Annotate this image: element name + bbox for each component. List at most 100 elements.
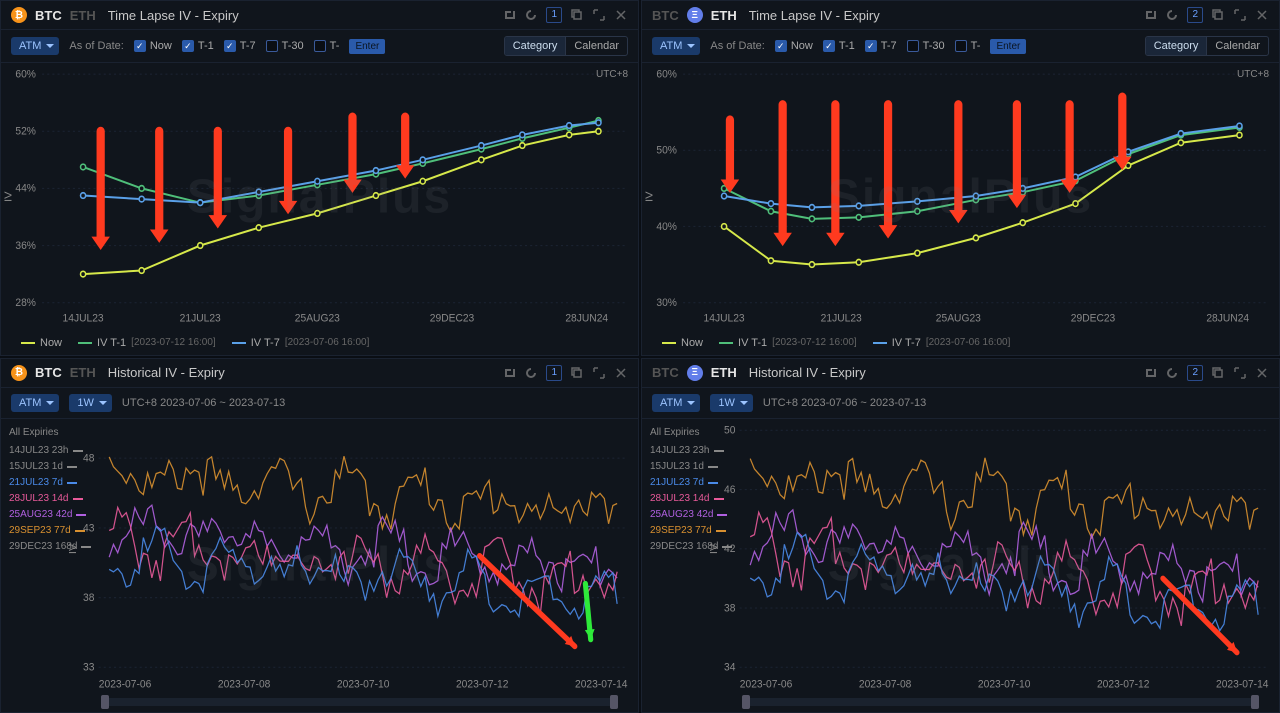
svg-text:44%: 44%	[15, 182, 36, 194]
atm-dropdown[interactable]: ATM	[652, 37, 700, 55]
legend-sub: [2023-07-06 16:00]	[926, 337, 1011, 348]
popout-icon[interactable]	[1143, 8, 1157, 22]
legend-item[interactable]: IV T-1[2023-07-12 16:00]	[719, 337, 857, 349]
expiry-item[interactable]: 21JUL23 7d	[9, 475, 91, 491]
check-t-[interactable]: T-	[314, 40, 340, 52]
check-t-1[interactable]: T-1	[823, 40, 855, 52]
copy-icon[interactable]	[570, 366, 584, 380]
panel-badge: 1	[546, 7, 562, 23]
coin-inactive[interactable]: ETH	[70, 365, 96, 380]
checkbox-icon	[266, 40, 278, 52]
expiry-item[interactable]: 14JUL23 23h	[9, 443, 91, 459]
coin-inactive[interactable]: ETH	[70, 8, 96, 23]
legend-item[interactable]: IV T-7[2023-07-06 16:00]	[232, 337, 370, 349]
check-t-7[interactable]: T-7	[865, 40, 897, 52]
slider-handle-left[interactable]	[742, 695, 750, 709]
legend-swatch	[232, 342, 246, 344]
copy-icon[interactable]	[570, 8, 584, 22]
expiry-swatch	[714, 498, 724, 500]
coin-inactive[interactable]: BTC	[652, 8, 679, 23]
atm-dropdown[interactable]: ATM	[11, 37, 59, 55]
enter-button[interactable]: Enter	[990, 39, 1026, 54]
close-icon[interactable]	[614, 8, 628, 22]
close-icon[interactable]	[1255, 366, 1269, 380]
seg-calendar[interactable]: Calendar	[565, 37, 627, 55]
expiry-swatch	[717, 514, 727, 516]
seg-category[interactable]: Category	[1146, 37, 1207, 55]
expiry-list: All Expiries 14JUL23 23h15JUL23 1d21JUL23…	[650, 425, 732, 555]
popout-icon[interactable]	[502, 8, 516, 22]
utc-label: UTC+8	[596, 69, 628, 80]
check-t-[interactable]: T-	[955, 40, 981, 52]
expiry-item[interactable]: 21JUL23 7d	[650, 475, 732, 491]
panel-title: Historical IV - Expiry	[749, 365, 866, 380]
svg-text:2023-07-14: 2023-07-14	[575, 678, 628, 691]
copy-icon[interactable]	[1211, 366, 1225, 380]
coin-active[interactable]: ETH	[711, 8, 737, 23]
expiry-item[interactable]: 29DEC23 168d	[9, 539, 91, 555]
expiry-item[interactable]: 15JUL23 1d	[9, 459, 91, 475]
expiry-item[interactable]: 28JUL23 14d	[9, 491, 91, 507]
expiry-swatch	[67, 482, 77, 484]
expand-icon[interactable]	[1233, 366, 1247, 380]
expiry-item[interactable]: 14JUL23 23h	[650, 443, 732, 459]
popout-icon[interactable]	[502, 366, 516, 380]
expiry-item[interactable]: 29SEP23 77d	[650, 523, 732, 539]
expiry-item[interactable]: 29DEC23 168d	[650, 539, 732, 555]
refresh-icon[interactable]	[1165, 366, 1179, 380]
legend-swatch	[78, 342, 92, 344]
slider-handle-left[interactable]	[101, 695, 109, 709]
refresh-icon[interactable]	[524, 8, 538, 22]
legend-item[interactable]: Now	[21, 337, 62, 349]
expiry-item[interactable]: 29SEP23 77d	[9, 523, 91, 539]
popout-icon[interactable]	[1143, 366, 1157, 380]
legend-item[interactable]: IV T-7[2023-07-06 16:00]	[873, 337, 1011, 349]
range-dropdown[interactable]: 1W	[710, 394, 753, 412]
expiry-swatch	[708, 482, 718, 484]
check-t-7[interactable]: T-7	[224, 40, 256, 52]
slider-handle-right[interactable]	[1251, 695, 1259, 709]
close-icon[interactable]	[1255, 8, 1269, 22]
expiry-item[interactable]: 15JUL23 1d	[650, 459, 732, 475]
coin-inactive[interactable]: BTC	[652, 365, 679, 380]
svg-text:21JUL23: 21JUL23	[821, 312, 862, 324]
expiry-label: 28JUL23 14d	[9, 491, 69, 507]
legend-item[interactable]: IV T-1[2023-07-12 16:00]	[78, 337, 216, 349]
check-t-1[interactable]: T-1	[182, 40, 214, 52]
expand-icon[interactable]	[1233, 8, 1247, 22]
expiry-item[interactable]: 25AUG23 42d	[650, 507, 732, 523]
checkbox-icon	[182, 40, 194, 52]
expiry-item[interactable]: 28JUL23 14d	[650, 491, 732, 507]
expand-icon[interactable]	[592, 366, 606, 380]
expiry-label: 29SEP23 77d	[650, 523, 712, 539]
check-now[interactable]: Now	[775, 40, 813, 52]
expiry-head: All Expiries	[650, 425, 732, 441]
refresh-icon[interactable]	[524, 366, 538, 380]
coin-active[interactable]: ETH	[711, 365, 737, 380]
refresh-icon[interactable]	[1165, 8, 1179, 22]
expiry-item[interactable]: 25AUG23 42d	[9, 507, 91, 523]
panel-eth_tl: BTCΞETHTime Lapse IV - Expiry2ATMAs of D…	[641, 0, 1280, 356]
slider-handle-right[interactable]	[610, 695, 618, 709]
check-t-30[interactable]: T-30	[907, 40, 945, 52]
time-slider[interactable]	[742, 698, 1259, 706]
checkbox-icon	[865, 40, 877, 52]
atm-dropdown[interactable]: ATM	[11, 394, 59, 412]
seg-category[interactable]: Category	[505, 37, 566, 55]
expand-icon[interactable]	[592, 8, 606, 22]
checkbox-icon	[955, 40, 967, 52]
seg-calendar[interactable]: Calendar	[1206, 37, 1268, 55]
close-icon[interactable]	[614, 366, 628, 380]
atm-dropdown[interactable]: ATM	[652, 394, 700, 412]
enter-button[interactable]: Enter	[349, 39, 385, 54]
check-now[interactable]: Now	[134, 40, 172, 52]
range-dropdown[interactable]: 1W	[69, 394, 112, 412]
check-label: Now	[150, 40, 172, 52]
legend-item[interactable]: Now	[662, 337, 703, 349]
copy-icon[interactable]	[1211, 8, 1225, 22]
check-t-30[interactable]: T-30	[266, 40, 304, 52]
coin-active[interactable]: BTC	[35, 365, 62, 380]
time-slider[interactable]	[101, 698, 618, 706]
panel-title: Time Lapse IV - Expiry	[108, 8, 239, 23]
coin-active[interactable]: BTC	[35, 8, 62, 23]
